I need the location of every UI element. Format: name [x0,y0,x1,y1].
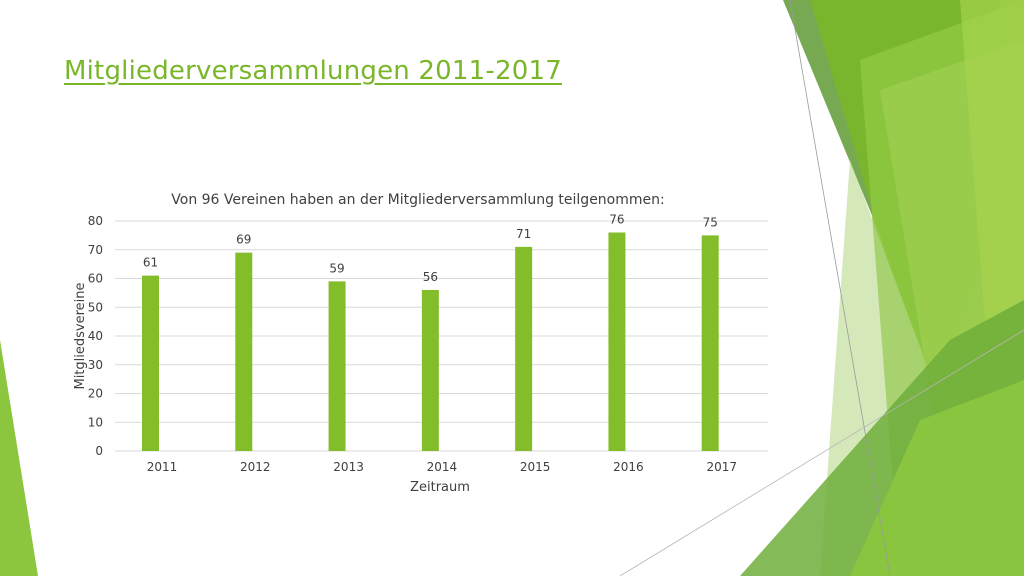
data-label-2011: 61 [143,256,158,270]
slide-title: Mitgliederversammlungen 2011-2017 [64,56,562,86]
x-axis-title: Zeitraum [410,480,470,495]
x-tick-label: 2016 [613,460,644,474]
y-axis-title: Mitgliedsvereine [73,282,88,389]
y-tick-label: 40 [88,329,103,343]
bar-2012 [235,252,253,451]
x-tick-label: 2011 [147,460,178,474]
bars [142,232,719,451]
bar-2014 [421,290,439,451]
data-label-2012: 69 [236,233,251,247]
data-label-2013: 59 [329,261,344,275]
bar-2016 [608,232,626,451]
y-tick-label: 30 [88,358,103,372]
bar-2015 [515,246,533,451]
y-tick-label: 60 [88,272,103,286]
chart-title: Von 96 Vereinen haben an der Mitgliederv… [171,192,664,208]
bar-2017 [701,235,719,451]
bar-2013 [328,281,346,451]
data-label-2014: 56 [423,270,438,284]
deco-facet [0,340,38,576]
x-axis-ticks: 2011 2012 2013 2014 2015 2016 2017 [147,460,737,474]
y-tick-label: 20 [88,387,103,401]
gridlines [115,220,768,452]
deco-line [619,329,1024,576]
data-label-2016: 76 [609,213,624,227]
y-tick-label: 70 [88,243,103,257]
x-tick-label: 2012 [240,460,271,474]
y-tick-label: 50 [88,300,103,314]
bar-2011 [142,275,159,451]
data-label-2017: 75 [703,215,718,229]
y-axis-ticks: 0 10 20 30 40 50 60 70 80 [88,214,103,458]
data-labels: 61 69 59 56 71 76 75 [143,213,718,285]
deco-line [789,0,891,576]
y-tick-label: 0 [95,444,103,458]
x-tick-label: 2014 [427,460,458,474]
data-label-2015: 71 [516,227,531,241]
deco-facet [850,380,1024,576]
x-tick-label: 2015 [520,460,551,474]
y-tick-label: 80 [88,214,103,228]
x-tick-label: 2013 [333,460,364,474]
x-tick-label: 2017 [706,460,737,474]
y-tick-label: 10 [88,415,103,429]
